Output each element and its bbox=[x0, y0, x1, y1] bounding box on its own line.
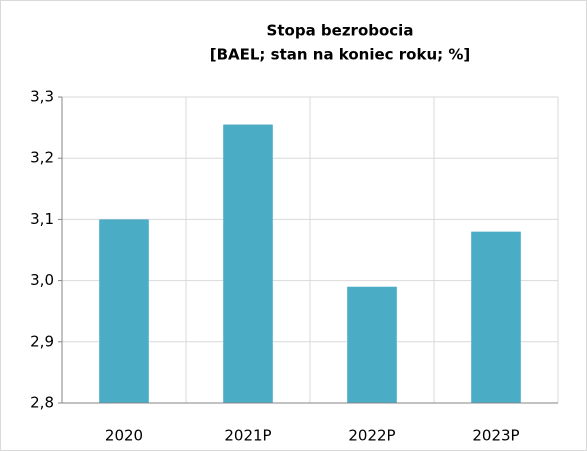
x-tick-label: 2022P bbox=[348, 427, 395, 445]
chart-title: Stopa bezrobocia bbox=[267, 22, 414, 40]
x-tick-label: 2023P bbox=[472, 427, 519, 445]
y-tick-label: 3,1 bbox=[30, 210, 54, 228]
y-tick-label: 3,2 bbox=[30, 149, 54, 167]
bar bbox=[471, 231, 521, 403]
x-tick-label: 2021P bbox=[224, 427, 271, 445]
bar bbox=[347, 286, 397, 403]
y-tick-label: 2,9 bbox=[30, 332, 54, 350]
y-tick-label: 2,8 bbox=[30, 394, 54, 412]
bar bbox=[99, 219, 149, 403]
chart-subtitle: [BAEL; stan na koniec roku; %] bbox=[210, 46, 471, 64]
y-tick-label: 3,0 bbox=[30, 271, 54, 289]
x-tick-label: 2020 bbox=[105, 427, 143, 445]
y-tick-label: 3,3 bbox=[30, 88, 54, 106]
bar bbox=[223, 124, 273, 403]
